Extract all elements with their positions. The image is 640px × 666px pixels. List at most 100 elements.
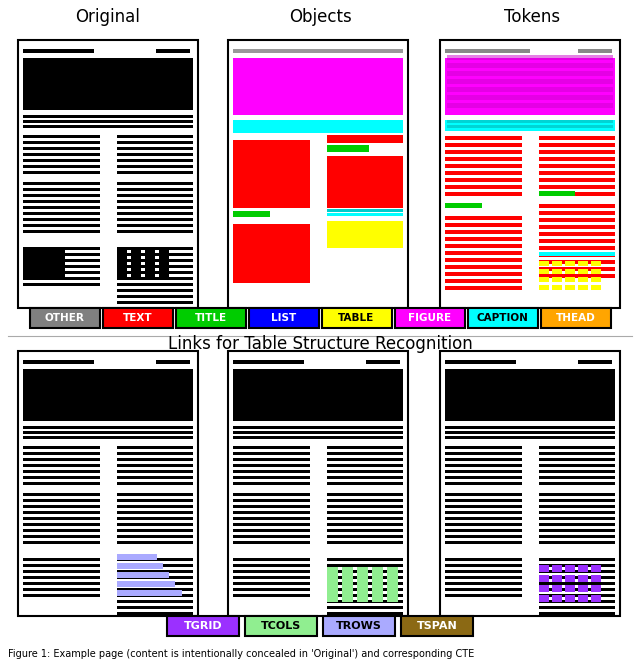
Bar xyxy=(233,49,403,53)
Bar xyxy=(326,493,403,496)
Bar xyxy=(159,256,168,259)
Bar xyxy=(326,221,403,248)
Bar xyxy=(159,582,168,585)
Bar xyxy=(580,564,591,567)
Text: Original: Original xyxy=(76,8,140,26)
Bar xyxy=(445,558,522,561)
Bar xyxy=(445,458,522,461)
Bar xyxy=(233,482,310,485)
Bar xyxy=(116,147,193,150)
Bar xyxy=(355,576,365,579)
Bar xyxy=(23,153,99,156)
Bar xyxy=(445,360,516,364)
Bar xyxy=(326,600,403,603)
Bar xyxy=(131,558,141,561)
Bar xyxy=(538,564,615,567)
Bar xyxy=(131,564,141,567)
Bar xyxy=(369,570,378,573)
Bar xyxy=(23,283,99,286)
Bar xyxy=(577,595,588,602)
Bar xyxy=(23,505,99,508)
Bar xyxy=(145,274,154,277)
Bar xyxy=(365,360,399,364)
Bar xyxy=(340,582,351,585)
Bar xyxy=(23,277,99,280)
Bar xyxy=(578,360,612,364)
Bar xyxy=(326,564,337,567)
Bar xyxy=(233,505,310,508)
Bar xyxy=(233,493,310,496)
Bar xyxy=(23,250,65,253)
Bar xyxy=(326,558,337,561)
Bar xyxy=(447,103,613,108)
Bar xyxy=(321,308,392,328)
Bar xyxy=(116,590,182,596)
Bar xyxy=(445,286,522,290)
Bar xyxy=(145,262,154,265)
Bar xyxy=(23,256,65,259)
Bar xyxy=(23,452,99,455)
Bar xyxy=(116,482,193,485)
Bar xyxy=(445,436,615,439)
Text: TEXT: TEXT xyxy=(123,313,152,323)
Bar xyxy=(538,446,615,449)
Bar xyxy=(23,120,193,123)
Bar xyxy=(326,213,403,216)
Bar xyxy=(445,431,615,434)
Bar xyxy=(538,482,615,485)
Bar xyxy=(340,564,351,567)
Bar xyxy=(116,268,127,271)
Text: TSPAN: TSPAN xyxy=(417,621,458,631)
Bar xyxy=(23,523,99,526)
Bar xyxy=(326,511,403,514)
Bar xyxy=(591,261,600,266)
Bar xyxy=(538,558,548,561)
Bar xyxy=(323,616,395,636)
Bar xyxy=(116,200,193,203)
Bar xyxy=(23,499,99,502)
Bar xyxy=(445,185,522,189)
Bar xyxy=(116,301,193,304)
Bar xyxy=(538,232,615,236)
Bar xyxy=(116,606,193,609)
Bar xyxy=(116,582,193,585)
Bar xyxy=(23,247,99,250)
Bar xyxy=(116,135,193,138)
Bar xyxy=(326,464,403,467)
Bar xyxy=(538,171,615,175)
Bar xyxy=(233,360,305,364)
Bar xyxy=(233,120,403,133)
Bar xyxy=(564,585,575,592)
Bar xyxy=(447,55,613,60)
Bar xyxy=(116,523,193,526)
Bar xyxy=(23,188,99,191)
Bar xyxy=(233,588,310,591)
Bar xyxy=(326,476,403,479)
Bar xyxy=(23,274,65,277)
Bar xyxy=(538,246,615,250)
Bar xyxy=(552,285,561,290)
Bar xyxy=(233,523,310,526)
Text: OTHER: OTHER xyxy=(45,313,84,323)
Bar xyxy=(233,594,310,597)
Bar xyxy=(552,585,561,592)
Bar xyxy=(116,612,193,615)
Bar xyxy=(116,159,193,162)
Text: FIGURE: FIGURE xyxy=(408,313,451,323)
Bar xyxy=(167,616,239,636)
Bar xyxy=(538,594,615,597)
Bar xyxy=(591,565,600,572)
Bar xyxy=(369,576,378,579)
Bar xyxy=(538,277,548,282)
Bar xyxy=(23,570,99,573)
Bar xyxy=(387,567,397,602)
Bar xyxy=(538,517,615,520)
Bar xyxy=(445,582,522,585)
Bar xyxy=(326,470,403,473)
Bar xyxy=(131,256,141,259)
Bar xyxy=(591,575,600,582)
Bar xyxy=(445,452,522,455)
Bar xyxy=(233,529,310,532)
Bar xyxy=(538,452,615,455)
Bar xyxy=(116,476,193,479)
